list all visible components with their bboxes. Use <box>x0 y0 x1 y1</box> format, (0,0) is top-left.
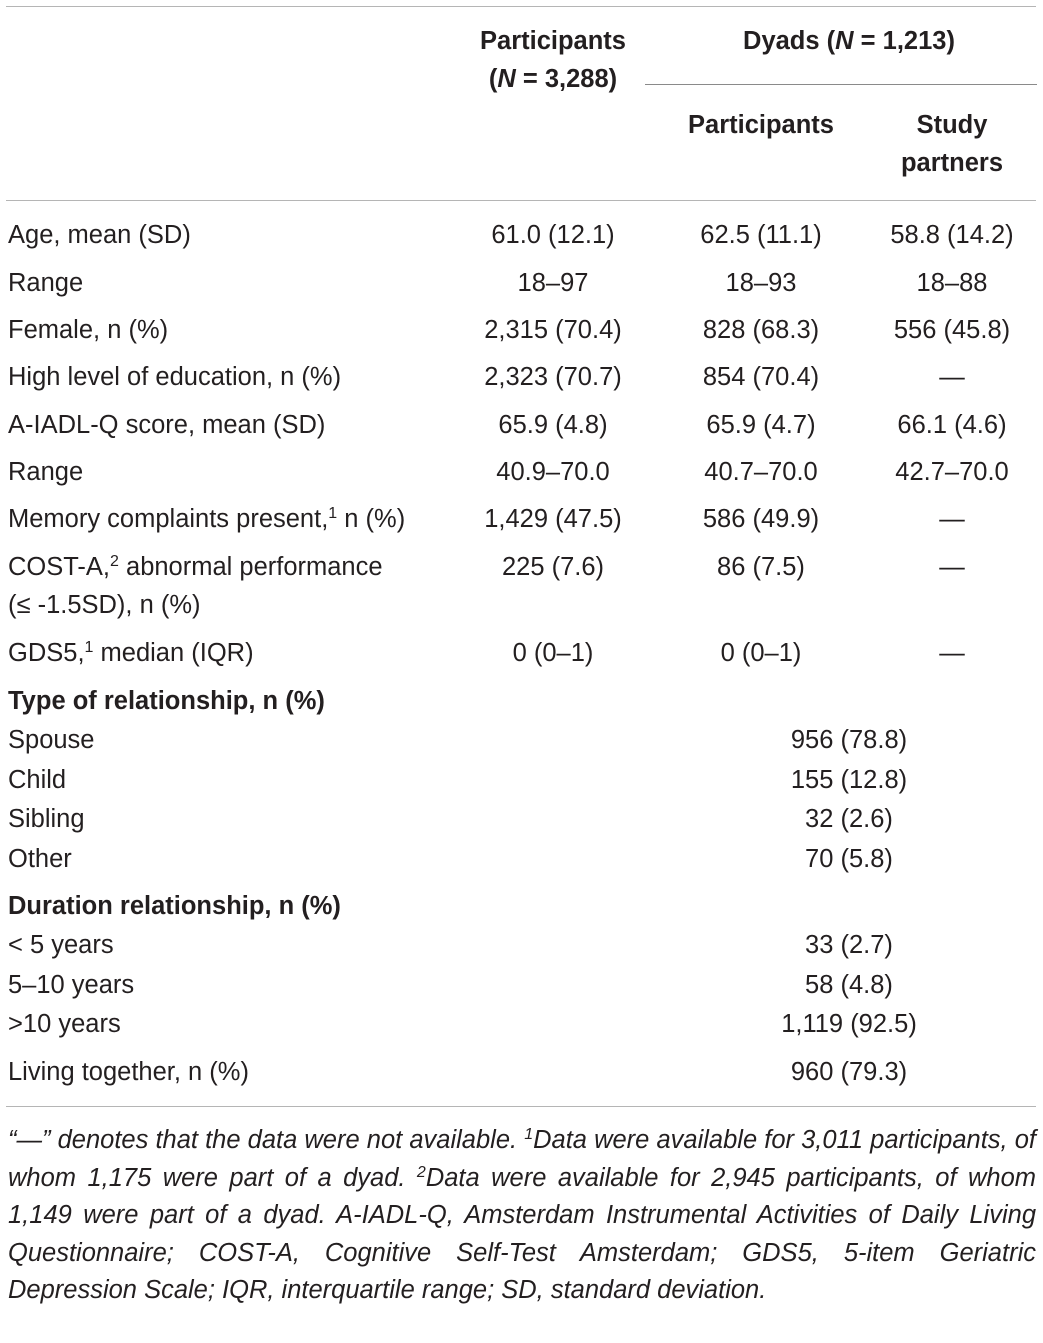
row-label-other: Other <box>8 845 72 873</box>
cell-aiadlq-participants: 65.9 (4.8) <box>498 411 608 439</box>
cell-age-range-participants: 18–97 <box>517 269 589 297</box>
cell-age-participants: 61.0 (12.1) <box>491 221 615 249</box>
row-label-education: High level of education, n (%) <box>8 363 342 391</box>
row-label-child: Child <box>8 766 67 794</box>
cell-memory-dyad-participants: 586 (49.9) <box>702 505 820 533</box>
cell-aiadlq-study-partners: 66.1 (4.6) <box>897 411 1007 439</box>
cell-female-participants: 2,315 (70.4) <box>484 316 622 344</box>
participants-header-line2: (N = 3,288) <box>488 65 618 93</box>
section-heading-relationship-duration: Duration relationship, n (%) <box>8 892 341 920</box>
dyads-participants-header: Participants <box>688 111 834 139</box>
header-bottom-rule <box>6 200 1036 201</box>
cell-gds5-study-partners: — <box>939 639 965 667</box>
row-label-aiadlq-range: Range <box>8 458 84 486</box>
cell-aiadlq-dyad-participants: 65.9 (4.7) <box>706 411 816 439</box>
cell-education-study-partners: — <box>939 363 965 391</box>
row-label-over-10-years: >10 years <box>8 1010 121 1038</box>
table-bottom-rule <box>6 1106 1036 1107</box>
row-label-memory-complaints: Memory complaints present,1 n (%) <box>8 505 406 533</box>
table-top-rule <box>6 6 1036 7</box>
row-label-aiadlq: A-IADL-Q score, mean (SD) <box>8 411 326 439</box>
participants-header: Participants (N = 3,288) <box>463 22 643 98</box>
cell-under-5-years: 33 (2.7) <box>805 931 893 959</box>
dyads-subheader-rule <box>645 84 1037 85</box>
cell-age-range-dyad-participants: 18–93 <box>725 269 797 297</box>
cell-other: 70 (5.8) <box>805 845 893 873</box>
cell-age-range-study-partners: 18–88 <box>916 269 988 297</box>
study-partners-header: Study partners <box>900 111 1004 177</box>
row-label-under-5-years: < 5 years <box>8 931 114 959</box>
row-label-female: Female, n (%) <box>8 316 169 344</box>
cell-female-dyad-participants: 828 (68.3) <box>702 316 820 344</box>
cell-gds5-dyad-participants: 0 (0–1) <box>720 639 802 667</box>
cell-aiadlq-range-participants: 40.9–70.0 <box>496 458 610 486</box>
cell-gds5-participants: 0 (0–1) <box>512 639 594 667</box>
dyads-header: Dyads (N = 1,213) <box>743 27 955 55</box>
cell-age-study-partners: 58.8 (14.2) <box>890 221 1014 249</box>
cell-memory-study-partners: — <box>939 505 965 533</box>
row-label-age-range: Range <box>8 269 84 297</box>
participants-header-line1: Participants <box>480 27 626 55</box>
cell-spouse: 956 (78.8) <box>790 726 908 754</box>
row-label-cost-a: COST-A,2 abnormal performance (≤ -1.5SD)… <box>8 553 383 619</box>
section-heading-relationship-type: Type of relationship, n (%) <box>8 687 325 715</box>
row-label-living-together: Living together, n (%) <box>8 1058 249 1086</box>
row-label-5-10-years: 5–10 years <box>8 971 135 999</box>
cell-sibling: 32 (2.6) <box>805 805 893 833</box>
cell-education-dyad-participants: 854 (70.4) <box>702 363 820 391</box>
cell-aiadlq-range-dyad-participants: 40.7–70.0 <box>704 458 818 486</box>
cell-aiadlq-range-study-partners: 42.7–70.0 <box>895 458 1009 486</box>
cell-female-study-partners: 556 (45.8) <box>893 316 1011 344</box>
row-label-gds5: GDS5,1 median (IQR) <box>8 639 254 667</box>
cell-5-10-years: 58 (4.8) <box>805 971 893 999</box>
cell-cost-a-study-partners: — <box>939 553 965 581</box>
cell-education-participants: 2,323 (70.7) <box>484 363 622 391</box>
cell-cost-a-dyad-participants: 86 (7.5) <box>717 553 805 581</box>
cell-memory-participants: 1,429 (47.5) <box>484 505 622 533</box>
table-footnote: “—” denotes that the data were not avail… <box>8 1126 1037 1305</box>
cell-child: 155 (12.8) <box>790 766 908 794</box>
row-label-sibling: Sibling <box>8 805 85 833</box>
cell-over-10-years: 1,119 (92.5) <box>781 1010 917 1038</box>
row-label-spouse: Spouse <box>8 726 95 754</box>
cell-living-together: 960 (79.3) <box>790 1058 908 1086</box>
cell-cost-a-participants: 225 (7.6) <box>501 553 605 581</box>
row-label-age: Age, mean (SD) <box>8 221 191 249</box>
cell-age-dyad-participants: 62.5 (11.1) <box>700 221 822 249</box>
